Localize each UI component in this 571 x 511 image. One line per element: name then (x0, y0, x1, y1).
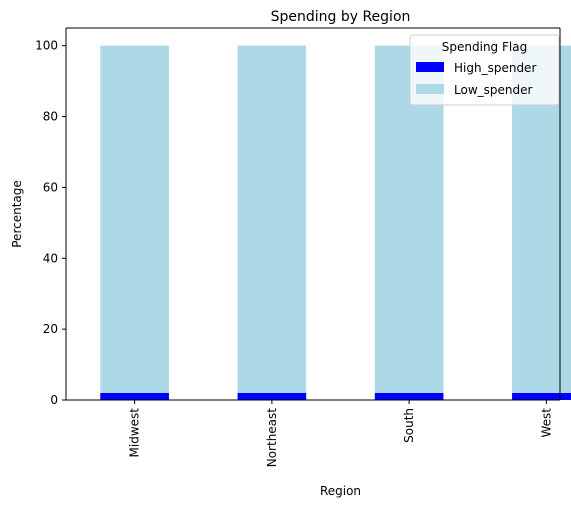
x-axis-ticks: Midwest Northeast South West (128, 400, 553, 468)
x-tick-label-midwest: Midwest (128, 408, 142, 458)
y-tick-label: 100 (35, 39, 58, 53)
legend-title: Spending Flag (442, 40, 527, 54)
y-tick-label: 80 (43, 110, 58, 124)
y-tick-label: 0 (50, 393, 58, 407)
y-tick-label: 40 (43, 251, 58, 265)
x-axis-label: Region (320, 484, 361, 498)
x-tick-label-west: West (539, 408, 553, 438)
bar-high-spender-midwest (100, 392, 169, 400)
bar-high-spender-south (374, 392, 444, 400)
legend: Spending Flag High_spender Low_spender (409, 34, 560, 106)
x-tick-label-northeast: Northeast (265, 408, 279, 468)
legend-label-high-spender: High_spender (454, 61, 536, 75)
x-tick-label-south: South (402, 408, 416, 443)
y-axis-label: Percentage (10, 180, 24, 248)
bar-low-spender-northeast (237, 45, 307, 393)
bar-low-spender-midwest (100, 45, 169, 393)
bar-high-spender-northeast (237, 392, 307, 400)
y-tick-label: 20 (43, 322, 58, 336)
legend-box (409, 34, 560, 106)
legend-entries: High_spender Low_spender (416, 61, 536, 97)
bar-high-spender-west (512, 392, 571, 400)
legend-swatch-low-spender (416, 84, 444, 94)
legend-swatch-high-spender (416, 62, 444, 72)
y-tick-label: 60 (43, 180, 58, 194)
legend-label-low-spender: Low_spender (454, 83, 532, 97)
bars-layer (100, 45, 571, 400)
y-axis-ticks: 0 20 40 60 80 100 (35, 39, 66, 407)
chart-title: Spending by Region (271, 9, 411, 25)
